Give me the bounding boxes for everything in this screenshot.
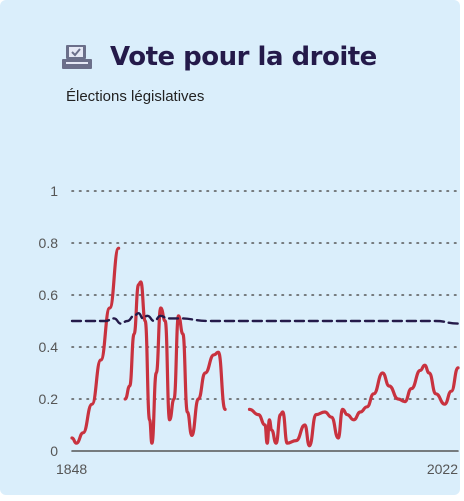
vote-series-line-segment-1 bbox=[70, 246, 121, 445]
vote-series-line-segment-3 bbox=[247, 363, 460, 448]
y-tick-label: 1 bbox=[50, 183, 58, 199]
chart-title: Vote pour la droite bbox=[110, 42, 377, 72]
y-tick-label: 0.4 bbox=[39, 339, 59, 355]
y-tick-label: 0.8 bbox=[39, 235, 59, 251]
y-tick-label: 0.6 bbox=[39, 287, 59, 303]
dashed-series-line bbox=[70, 312, 460, 325]
ballot-box-icon bbox=[62, 45, 92, 69]
line-chart: 0 0.2 0.4 0.6 0.8 1 1848 2022 bbox=[39, 183, 460, 477]
x-tick-label-end: 2022 bbox=[427, 461, 458, 477]
y-tick-label: 0.2 bbox=[39, 391, 59, 407]
x-tick-label-start: 1848 bbox=[56, 461, 87, 477]
chart-header: Vote pour la droite bbox=[62, 42, 377, 72]
chart-subtitle: Élections législatives bbox=[66, 88, 205, 105]
chart-card: Vote pour la droite Élections législativ… bbox=[0, 0, 460, 495]
vote-series-line-segment-2 bbox=[123, 280, 227, 445]
y-tick-label: 0 bbox=[50, 443, 58, 459]
